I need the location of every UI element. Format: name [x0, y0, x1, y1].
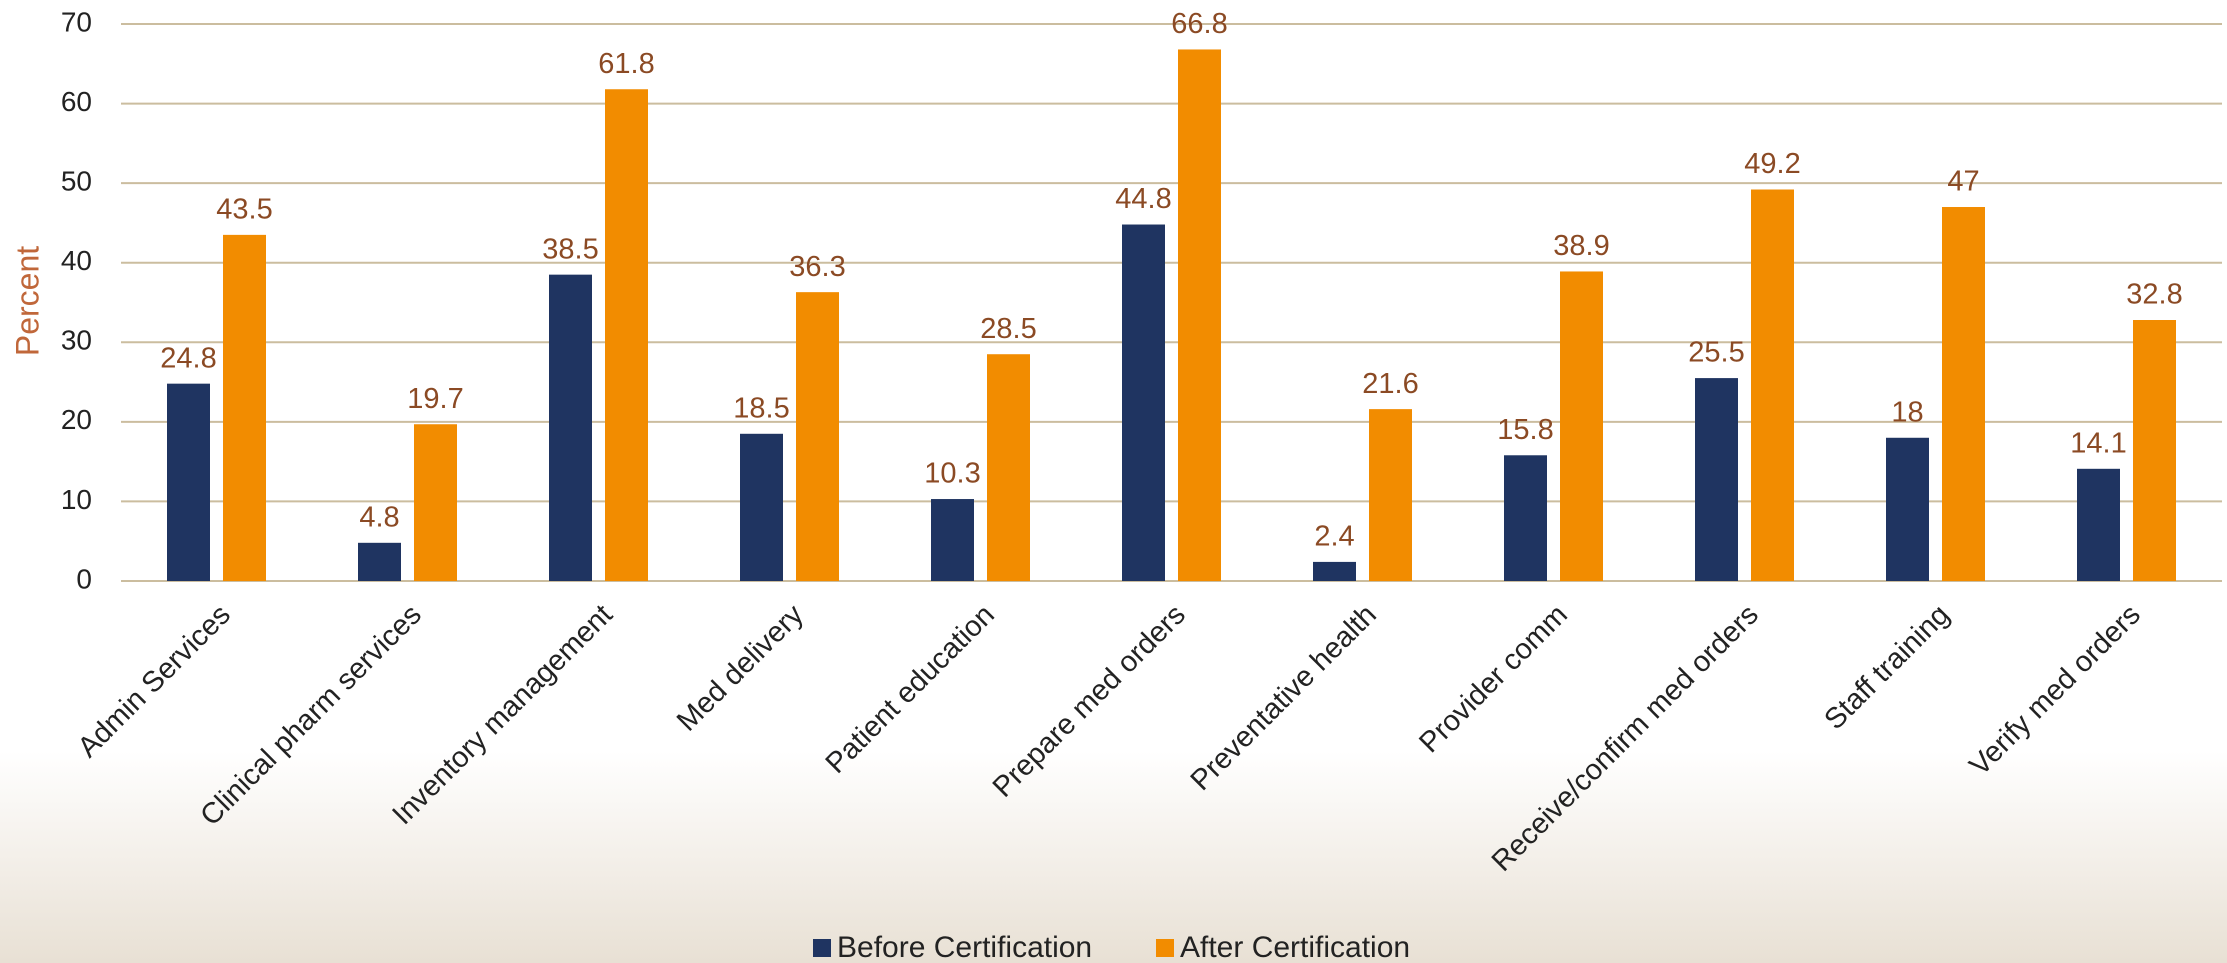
bar [414, 424, 457, 581]
value-label: 32.8 [2126, 279, 2182, 311]
value-label: 25.5 [1688, 337, 1744, 369]
value-label: 28.5 [980, 313, 1036, 345]
value-label: 61.8 [598, 48, 654, 80]
y-tick-label: 70 [61, 6, 92, 37]
value-label: 14.1 [2070, 427, 2126, 459]
value-label: 18.5 [733, 392, 789, 424]
value-label: 47 [1947, 166, 1979, 198]
bar [167, 383, 210, 581]
bar [740, 433, 783, 581]
legend-label: After Certification [1180, 931, 1410, 963]
value-label: 19.7 [407, 383, 463, 415]
bar [1504, 455, 1547, 581]
bar [605, 89, 648, 582]
y-tick-label: 50 [61, 166, 92, 197]
y-tick-label: 30 [61, 325, 92, 356]
y-tick-label: 10 [61, 484, 92, 515]
y-tick-label: 0 [76, 563, 92, 594]
value-label: 38.9 [1553, 230, 1609, 262]
value-label: 21.6 [1362, 368, 1418, 400]
bar [1886, 437, 1929, 581]
value-label: 43.5 [216, 194, 272, 226]
value-label: 15.8 [1497, 414, 1553, 446]
bar [796, 292, 839, 581]
value-label: 18 [1891, 396, 1923, 428]
value-label: 38.5 [542, 233, 598, 265]
bar [1122, 224, 1165, 581]
value-label: 2.4 [1314, 521, 1354, 553]
legend-label: Before Certification [837, 931, 1092, 963]
value-label: 66.8 [1171, 8, 1227, 40]
bar [1313, 561, 1356, 581]
y-tick-label: 60 [61, 86, 92, 117]
bar [2133, 320, 2176, 581]
bar [1751, 189, 1794, 581]
bar [1369, 409, 1412, 581]
y-axis-title: Percent [9, 246, 45, 356]
bar [987, 354, 1030, 581]
bar [1942, 207, 1985, 581]
y-tick-label: 40 [61, 245, 92, 276]
bar [358, 542, 401, 581]
legend-swatch [813, 939, 831, 957]
bar [1178, 49, 1221, 582]
value-label: 44.8 [1115, 183, 1171, 215]
y-tick-label: 20 [61, 404, 92, 435]
bar [1695, 378, 1738, 581]
bar [549, 274, 592, 581]
bar [1560, 271, 1603, 581]
bar [931, 499, 974, 581]
bar [2077, 468, 2120, 581]
value-label: 4.8 [359, 501, 399, 533]
value-label: 49.2 [1744, 148, 1800, 180]
bar [223, 234, 266, 581]
value-label: 24.8 [160, 342, 216, 374]
value-label: 10.3 [924, 458, 980, 490]
value-label: 36.3 [789, 251, 845, 283]
legend-swatch [1156, 939, 1174, 957]
